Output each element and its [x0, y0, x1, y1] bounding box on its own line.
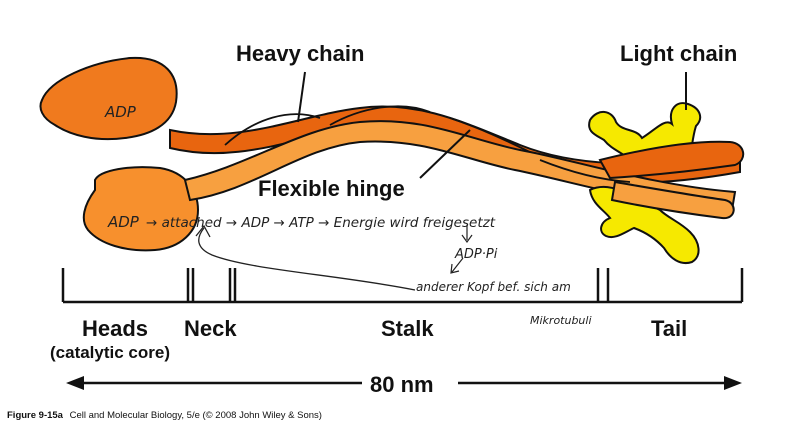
- heavy-chain-label: Heavy chain: [236, 41, 364, 66]
- coil-twist-2: [329, 105, 431, 126]
- neck-label: Neck: [184, 316, 237, 341]
- length-label: 80 nm: [370, 372, 434, 397]
- handwritten-arrow-head: [195, 224, 211, 238]
- coil-twist-3: [449, 117, 531, 153]
- handwritten-microtubuli: Mikrotubuli: [530, 314, 592, 327]
- caption-figure: Figure 9-15a: [7, 410, 64, 421]
- handwritten-small-arrow-2: [450, 257, 464, 274]
- tail-strand-1: [598, 140, 745, 180]
- coil-twist-1: [224, 113, 321, 146]
- heads-sub-label: (catalytic core): [50, 343, 170, 362]
- region-bracket: [61, 268, 744, 304]
- handwritten-small-arrow: [461, 225, 473, 244]
- figure-caption: Figure 9-15a Cell and Molecular Biology,…: [7, 410, 322, 421]
- upper-head: [39, 56, 178, 141]
- caption-source: Cell and Molecular Biology, 5/e (© 2008 …: [70, 410, 322, 421]
- lower-head: [82, 166, 200, 252]
- heavy-chain-leader: [297, 71, 306, 123]
- tail-label: Tail: [651, 316, 687, 341]
- handwritten-other-head: anderer Kopf bef. sich am: [416, 280, 571, 294]
- handwritten-adp-pi: ADP·Pi: [454, 247, 498, 262]
- handwritten-sequence: → attached → ADP → ATP → Energie wird fr…: [146, 215, 496, 231]
- stalk-label: Stalk: [381, 316, 434, 341]
- tail-strand-2: [610, 180, 735, 220]
- adp-head-bottom: ADP: [107, 213, 140, 231]
- light-chain-label: Light chain: [620, 41, 737, 66]
- coil-twist-4: [539, 159, 631, 183]
- handwritten-arrow: [198, 227, 416, 291]
- length-arrow: [66, 376, 742, 390]
- adp-head-top: ADP: [104, 103, 137, 121]
- hinge-leader: [419, 129, 471, 179]
- flexible-hinge-label: Flexible hinge: [258, 176, 405, 201]
- heads-label: Heads: [82, 316, 148, 341]
